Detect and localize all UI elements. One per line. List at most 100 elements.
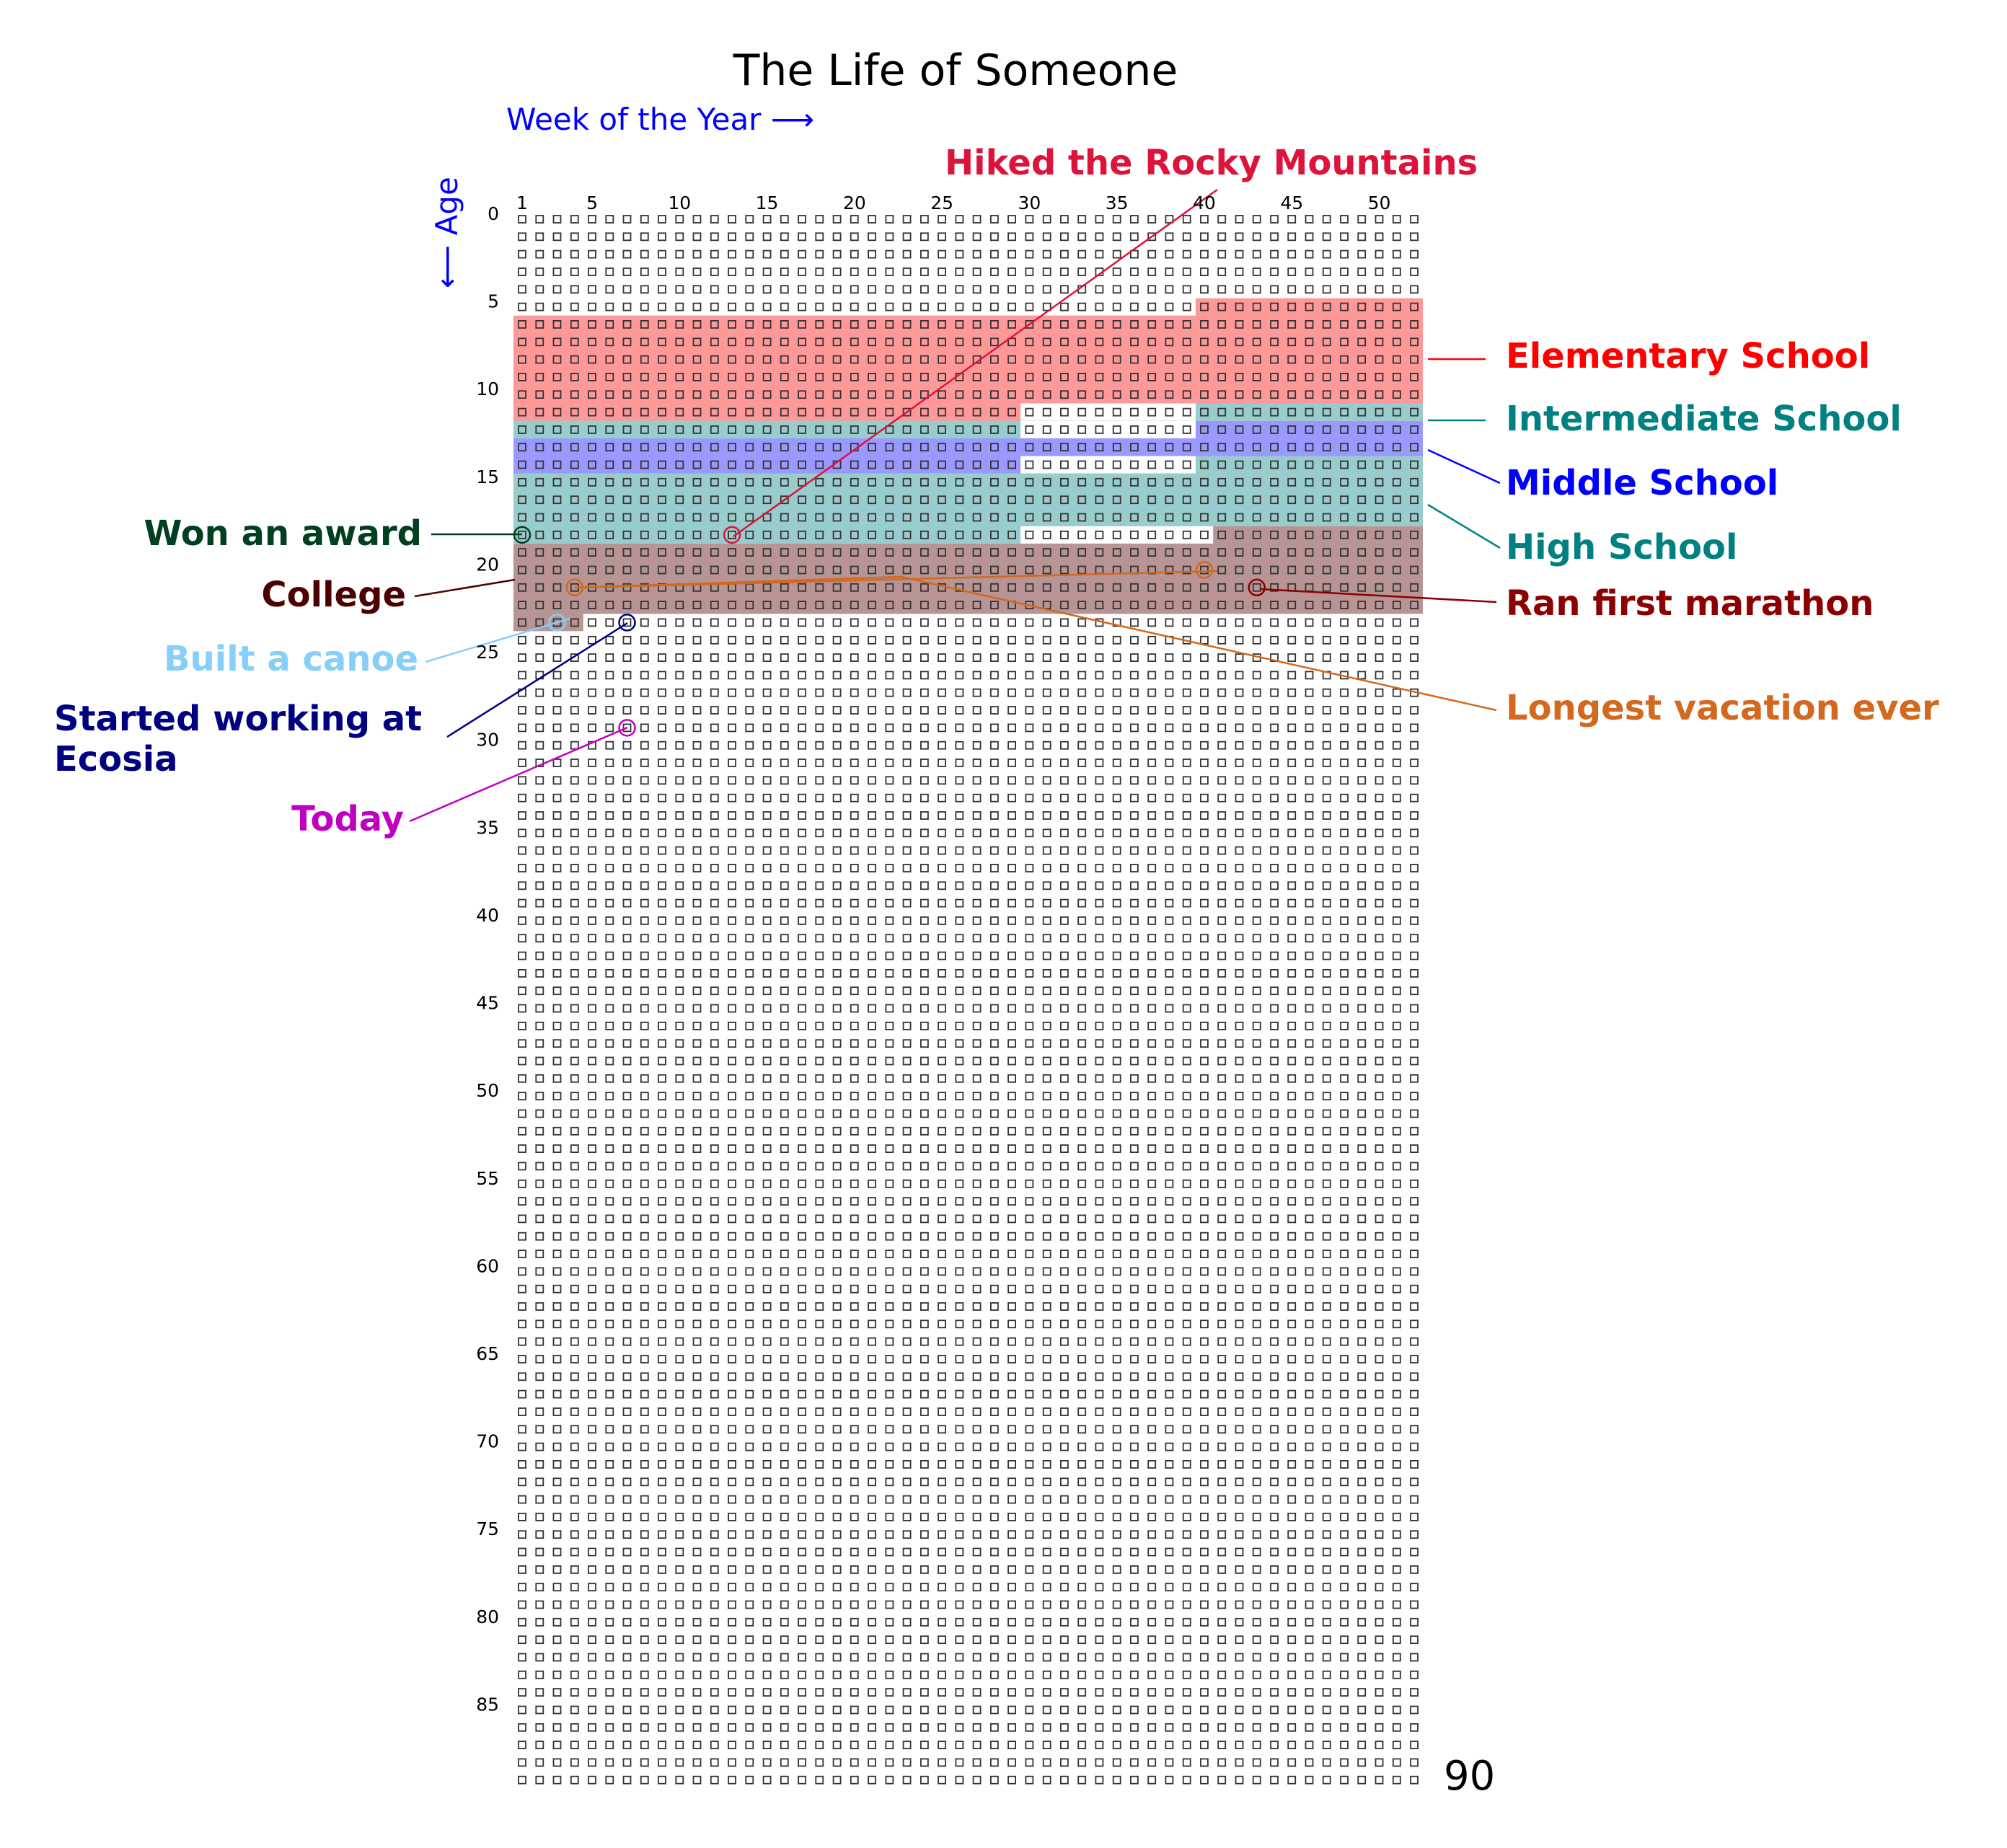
week-square xyxy=(588,390,596,399)
week-square xyxy=(588,443,596,452)
week-square xyxy=(552,1688,562,1697)
week-square xyxy=(570,1530,579,1539)
week-square xyxy=(658,407,666,417)
week-square xyxy=(535,1425,544,1434)
week-square xyxy=(710,1056,719,1066)
week-square xyxy=(745,443,754,452)
week-square xyxy=(798,390,806,399)
week-square xyxy=(1410,1144,1419,1153)
week-square xyxy=(1025,443,1034,452)
week-square xyxy=(990,1741,999,1750)
week-square xyxy=(1357,618,1367,627)
week-square xyxy=(728,671,736,680)
week-square xyxy=(728,1022,736,1030)
week-square xyxy=(832,618,842,627)
week-square xyxy=(832,495,842,505)
week-square xyxy=(1182,1319,1191,1329)
week-square xyxy=(1025,618,1034,627)
week-square xyxy=(1200,1530,1209,1539)
label-ran-first-marathon: Ran first marathon xyxy=(1506,583,1874,624)
week-square xyxy=(1375,548,1384,557)
week-square xyxy=(850,425,859,434)
week-square xyxy=(745,653,754,662)
week-square xyxy=(868,1162,876,1171)
week-square xyxy=(1235,1547,1244,1557)
week-square xyxy=(552,864,562,872)
week-square xyxy=(955,706,964,715)
week-square xyxy=(1165,653,1174,662)
week-square xyxy=(1147,1355,1157,1363)
week-square xyxy=(675,828,684,838)
week-square xyxy=(868,1775,876,1785)
week-square xyxy=(832,1232,842,1241)
week-square xyxy=(1060,1775,1069,1785)
week-square xyxy=(1182,1092,1191,1101)
week-square xyxy=(622,1319,632,1329)
week-square xyxy=(798,1565,806,1574)
week-square xyxy=(1217,1617,1227,1627)
week-square xyxy=(588,1477,596,1487)
week-square xyxy=(1235,1512,1244,1521)
week-square xyxy=(955,671,964,680)
week-square xyxy=(535,811,544,820)
week-square xyxy=(885,1319,894,1329)
week-square xyxy=(1322,1635,1331,1645)
week-square xyxy=(798,934,806,943)
week-square xyxy=(552,1092,562,1101)
week-square xyxy=(1322,1460,1331,1469)
week-square xyxy=(640,1442,649,1451)
week-square xyxy=(1095,1004,1104,1013)
week-square xyxy=(710,513,719,522)
week-square xyxy=(938,443,946,452)
week-square xyxy=(692,1056,702,1066)
week-square xyxy=(780,1179,789,1188)
week-square xyxy=(640,811,649,820)
x-axis-label: Week of the Year ⟶ xyxy=(506,102,814,137)
week-square xyxy=(1060,249,1069,259)
week-square xyxy=(815,635,824,645)
week-square xyxy=(850,1162,859,1171)
week-square xyxy=(780,1565,789,1574)
week-square xyxy=(605,864,614,872)
week-square xyxy=(1322,1565,1331,1574)
week-square xyxy=(552,1144,562,1153)
week-square xyxy=(692,1267,702,1276)
week-square xyxy=(902,688,912,697)
week-square xyxy=(570,671,579,680)
week-square xyxy=(1060,1477,1069,1487)
week-square xyxy=(552,1653,562,1662)
week-square xyxy=(1077,1495,1087,1504)
week-square xyxy=(1235,653,1244,662)
week-square xyxy=(710,653,719,662)
week-square xyxy=(885,495,894,505)
week-square xyxy=(1340,635,1349,645)
week-square xyxy=(518,1004,526,1013)
week-square xyxy=(605,1530,614,1539)
week-square xyxy=(990,1688,999,1697)
week-square xyxy=(1060,1688,1069,1697)
week-square xyxy=(1147,864,1157,872)
week-square xyxy=(518,1109,526,1118)
week-square xyxy=(692,618,702,627)
week-square xyxy=(902,513,912,522)
week-square xyxy=(920,1741,929,1750)
week-square xyxy=(605,565,614,575)
week-square xyxy=(675,460,684,469)
week-square xyxy=(1007,1372,1016,1381)
week-square xyxy=(885,1056,894,1066)
week-square xyxy=(570,1337,579,1346)
week-square xyxy=(1200,373,1209,381)
week-square xyxy=(640,1670,649,1679)
week-square xyxy=(1392,1653,1401,1662)
week-square xyxy=(640,319,649,329)
week-square xyxy=(1375,1635,1384,1645)
week-square xyxy=(535,846,544,855)
week-square xyxy=(938,1267,946,1276)
week-square xyxy=(920,302,929,311)
week-square xyxy=(1112,1074,1121,1083)
week-square xyxy=(1410,390,1419,399)
week-square xyxy=(1182,688,1191,697)
week-square xyxy=(1270,1741,1279,1750)
week-square xyxy=(728,951,736,960)
week-square xyxy=(1007,1617,1016,1627)
